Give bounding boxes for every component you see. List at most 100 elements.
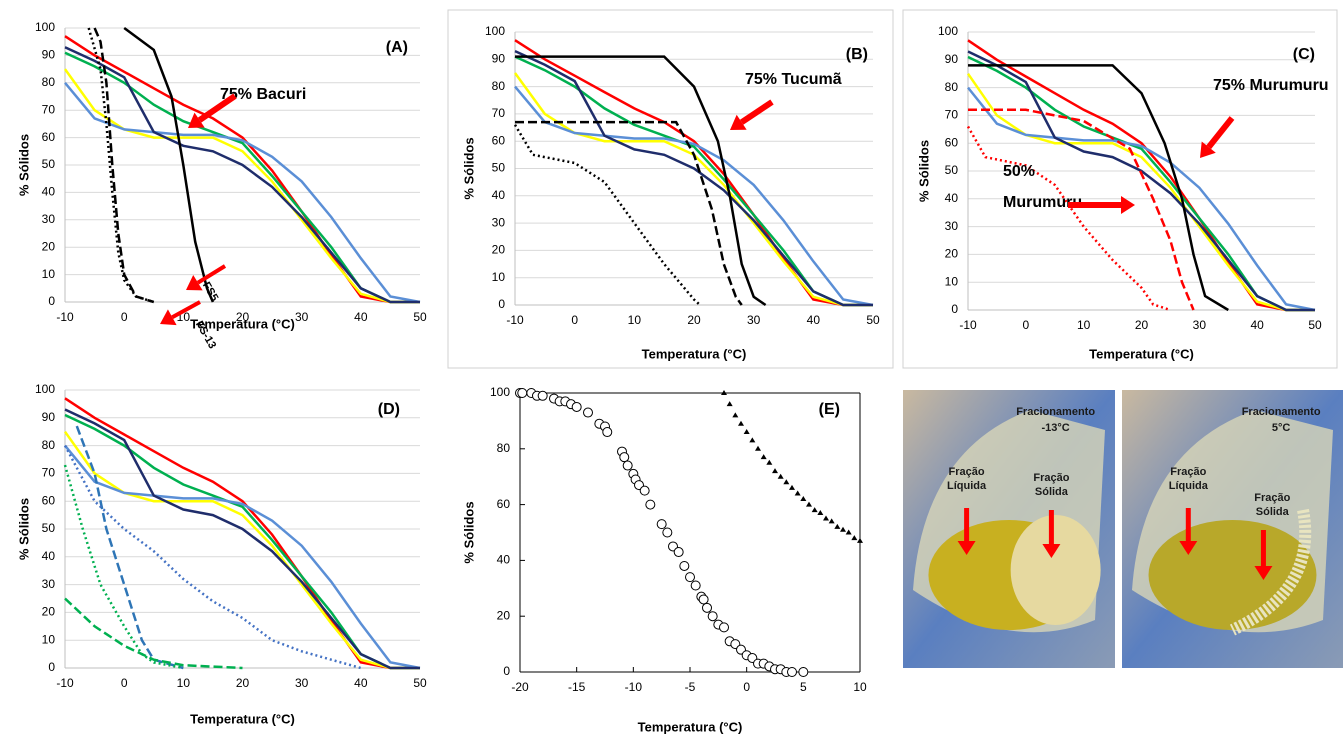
x-tick-label: -20 [511,680,529,694]
point [673,547,684,558]
point [685,572,695,583]
photo-subtitle: 5°C [1272,422,1291,434]
line [968,64,1229,312]
point [760,454,767,460]
arrow-head [1121,196,1135,214]
y-tick-label: 90 [42,48,56,62]
point [834,523,841,529]
x-tick-label: 40 [807,313,821,327]
y-tick-label: 90 [492,51,506,65]
x-tick-label: 40 [354,676,368,690]
point [772,468,778,474]
y-tick-label: 50 [945,163,959,177]
y-tick-label: 80 [492,79,506,93]
panel-border [447,9,894,369]
panel-label: (E) [819,401,840,418]
line [64,444,421,670]
x-tick-label: -10 [625,680,643,694]
x-axis-title: Temperatura (°C) [638,719,743,734]
x-tick-label: -5 [685,680,696,694]
photo-title: Fracionamento [1242,406,1321,418]
point [656,519,667,530]
point [743,429,750,435]
panel-label: (D) [378,401,400,418]
y-tick-label: 20 [945,247,959,261]
x-tick-label: 5 [800,680,807,694]
line [967,39,1315,312]
panel-border [902,9,1338,369]
y-tick-label: 90 [945,52,959,66]
point [698,594,709,605]
arrow-shaft [171,300,201,320]
y-tick-label: 60 [42,130,56,144]
annotation: 50% [1003,163,1035,180]
point [679,560,690,571]
y-tick-label: 30 [42,212,56,226]
x-tick-label: 20 [687,313,701,327]
x-tick-label: 30 [1193,318,1207,332]
y-axis-title: % Sólidos [461,137,476,199]
x-tick-label: -10 [959,318,977,332]
x-tick-label: 10 [853,680,867,694]
point [702,602,712,613]
point [622,460,633,471]
point [794,490,801,496]
x-tick-label: 0 [743,680,750,694]
arrow-shaft [1206,116,1235,149]
arrow-head [1042,544,1061,558]
line [64,408,420,670]
line [515,55,767,307]
point [857,537,863,543]
line [515,120,743,306]
y-tick-label: 10 [945,274,959,288]
point [619,452,630,463]
y-tick-label: 10 [42,632,56,646]
y-axis-title: % Sólidos [16,134,31,196]
x-tick-label: -10 [56,676,74,690]
y-tick-label: 80 [497,441,511,455]
x-tick-label: 0 [1022,318,1029,332]
arrow-head [730,114,747,130]
y-tick-label: 20 [492,243,506,257]
x-tick-label: 10 [628,313,642,327]
y-tick-label: 50 [492,161,506,175]
line [63,445,362,670]
x-tick-label: 10 [177,676,191,690]
y-tick-label: 40 [42,185,56,199]
x-tick-label: 50 [1308,318,1322,332]
y-tick-label: 90 [42,410,56,424]
x-tick-label: -10 [506,313,524,327]
x-tick-label: 50 [413,310,427,324]
point [766,459,773,465]
y-tick-label: 60 [945,135,959,149]
x-tick-label: 40 [354,310,368,324]
x-tick-label: 50 [866,313,880,327]
panel-label: (C) [1293,46,1315,63]
solid-fraction [1010,515,1101,625]
line [63,464,184,670]
arrow-head [1254,566,1273,580]
y-tick-label: 100 [35,382,55,396]
y-tick-label: 40 [42,549,56,563]
panel-label: (A) [386,39,408,56]
photo-label: Líquida [1169,480,1209,492]
photo-label: Líquida [947,480,987,492]
x-axis-title: Temperatura (°C) [190,711,295,726]
y-tick-label: 100 [490,385,510,399]
x-tick-label: 10 [1077,318,1091,332]
point [851,535,858,541]
y-tick-label: 40 [497,553,511,567]
x-tick-label: -10 [56,310,74,324]
y-tick-label: 20 [42,239,56,253]
x-axis-title: Temperatura (°C) [190,316,295,331]
point [783,479,790,485]
line [514,85,874,307]
y-axis-title: % Sólidos [461,501,476,563]
point [517,388,528,398]
y-tick-label: 40 [492,188,506,202]
line [514,39,873,307]
point [726,401,733,407]
x-tick-label: 30 [295,310,309,324]
x-tick-label: -15 [568,680,586,694]
